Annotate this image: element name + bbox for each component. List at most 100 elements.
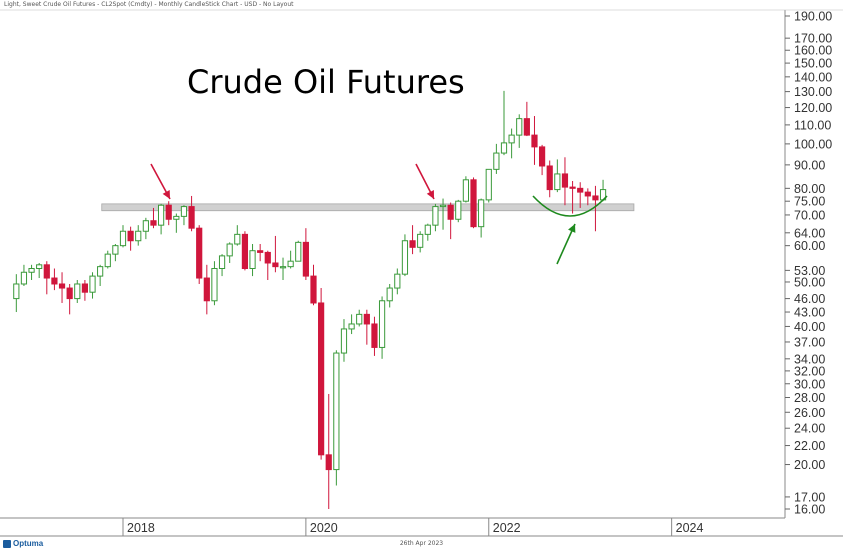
candle-down	[58, 272, 66, 303]
chart-title: Crude Oil Futures	[187, 63, 465, 101]
candle-body	[500, 142, 508, 154]
candle-down	[363, 309, 370, 345]
candle-body	[363, 313, 370, 325]
candle-body	[508, 134, 515, 144]
x-tick-label: 2018	[127, 521, 155, 535]
brand-logo: Optuma	[3, 539, 43, 548]
red-arrow-2021-head	[426, 190, 434, 199]
candle-body	[112, 245, 119, 255]
candle-body	[546, 165, 553, 191]
candle-body	[127, 230, 134, 242]
candle-body	[516, 118, 523, 136]
y-tick-label: 30.00	[794, 377, 825, 391]
x-tick-label: 2020	[310, 521, 338, 535]
candle-up	[424, 223, 431, 241]
candle-body	[318, 302, 325, 456]
candle-body	[203, 277, 210, 302]
y-tick-label: 46.00	[794, 292, 825, 306]
candle-down	[577, 182, 584, 208]
resistance-band-layer	[101, 203, 635, 212]
candle-up	[333, 350, 340, 486]
candle-up	[478, 198, 485, 238]
candle-down	[592, 185, 599, 232]
candle-down	[310, 264, 317, 306]
y-tick-label: 16.00	[794, 503, 825, 517]
candle-body	[66, 287, 73, 300]
y-tick-label: 64.00	[794, 226, 825, 240]
y-tick-label: 43.00	[794, 306, 825, 320]
candle-up	[462, 176, 469, 203]
y-tick-label: 140.00	[794, 70, 832, 84]
candle-down	[264, 250, 271, 280]
candle-down	[561, 157, 569, 206]
candle-up	[439, 198, 447, 230]
candle-body	[43, 264, 50, 279]
candle-up	[112, 244, 119, 262]
candle-body	[81, 283, 89, 293]
y-tick-label: 53.00	[794, 264, 825, 278]
candle-body	[470, 179, 477, 228]
candle-body	[188, 206, 195, 229]
candle-body	[478, 199, 485, 228]
candle-down	[165, 201, 172, 226]
y-tick-label: 190.00	[794, 10, 832, 24]
candle-up	[180, 205, 188, 226]
candle-up	[74, 279, 81, 303]
candle-body	[165, 204, 172, 220]
candle-body	[173, 215, 180, 220]
optuma-logo-icon	[3, 539, 11, 548]
candle-body	[218, 255, 226, 270]
candle-up	[485, 168, 492, 203]
y-tick-label: 170.00	[794, 32, 832, 46]
candle-down	[272, 235, 279, 273]
candle-body	[150, 220, 157, 226]
candle-body	[439, 204, 447, 208]
candle-body	[89, 275, 96, 293]
candle-up	[279, 257, 287, 280]
candle-body	[569, 186, 576, 189]
candle-down	[546, 160, 553, 198]
candle-up	[28, 264, 35, 280]
candle-body	[493, 152, 500, 170]
candle-up	[119, 225, 127, 248]
x-tick-label: 2024	[676, 521, 704, 535]
candle-body	[577, 187, 584, 193]
candle-up	[142, 217, 149, 240]
candle-body	[211, 268, 218, 302]
candle-body	[13, 283, 20, 300]
brand-name: Optuma	[13, 539, 44, 548]
candle-body	[295, 241, 302, 262]
footer-date: 26th Apr 2023	[399, 540, 444, 547]
candle-down	[241, 231, 249, 271]
candle-body	[249, 250, 256, 270]
candle-body	[272, 262, 279, 268]
candle-up	[89, 272, 96, 299]
candles-layer	[13, 90, 607, 509]
candle-up	[104, 250, 111, 269]
candle-up	[158, 203, 165, 235]
candle-down	[409, 225, 416, 255]
candle-body	[340, 328, 348, 354]
y-tick-label: 37.00	[794, 335, 825, 349]
candle-down	[66, 283, 73, 315]
candle-down	[81, 279, 89, 301]
candle-down	[302, 228, 309, 280]
candle-body	[135, 230, 142, 242]
chart-frame	[0, 9, 843, 537]
candle-body	[142, 220, 149, 232]
candle-body	[325, 454, 332, 471]
candle-body	[554, 173, 561, 191]
candle-body	[485, 168, 492, 201]
candle-down	[539, 144, 546, 176]
candle-up	[97, 264, 104, 287]
green-rounding-arc	[532, 195, 608, 217]
candle-down	[584, 188, 591, 206]
candle-down	[43, 261, 50, 295]
y-tick-label: 32.00	[794, 364, 825, 378]
candle-body	[432, 206, 439, 226]
candle-body	[455, 200, 462, 220]
candle-body	[104, 253, 111, 268]
candle-down	[318, 288, 325, 460]
candle-body	[592, 195, 599, 201]
